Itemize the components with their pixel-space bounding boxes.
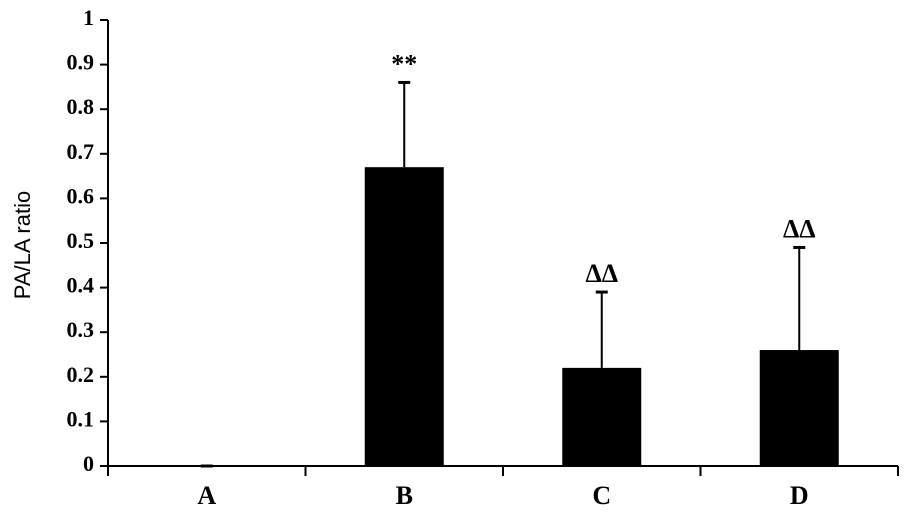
annotation: ΔΔ — [585, 259, 618, 288]
bar — [759, 350, 839, 466]
bar — [562, 367, 642, 466]
y-axis-label: PA/LA ratio — [10, 191, 35, 299]
bar — [364, 167, 444, 466]
y-tick-label: 1 — [83, 5, 94, 30]
annotation: ** — [391, 49, 417, 78]
y-tick-label: 0.3 — [67, 317, 95, 342]
y-tick-label: 0.5 — [67, 228, 95, 253]
y-tick-label: 0.1 — [67, 406, 95, 431]
y-tick-label: 0.6 — [67, 183, 95, 208]
x-tick-label: A — [197, 481, 216, 510]
y-tick-label: 0.4 — [67, 273, 95, 298]
y-tick-label: 0.9 — [67, 50, 95, 75]
y-tick-label: 0.2 — [67, 362, 95, 387]
x-tick-label: C — [592, 481, 611, 510]
x-tick-label: D — [790, 481, 809, 510]
y-tick-label: 0 — [83, 451, 94, 476]
y-tick-label: 0.8 — [67, 94, 95, 119]
x-tick-label: B — [396, 481, 413, 510]
annotation: ΔΔ — [783, 214, 816, 243]
y-tick-label: 0.7 — [67, 139, 95, 164]
